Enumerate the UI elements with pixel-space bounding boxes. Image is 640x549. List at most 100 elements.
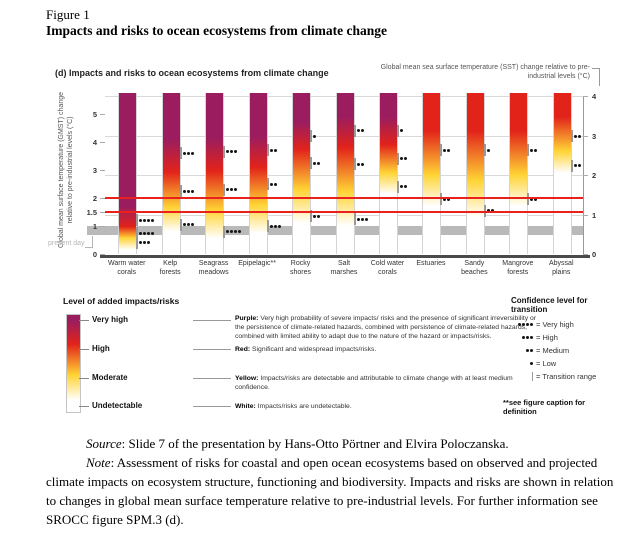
confidence-dots — [139, 218, 155, 222]
category-label: Salt marshes — [321, 260, 367, 277]
confidence-dot — [186, 189, 190, 193]
risk-level-desc-lead: Red: — [235, 346, 252, 353]
left-axis-tick-label: 1 — [92, 222, 97, 231]
confidence-dots — [182, 189, 194, 193]
confidence-dots — [356, 129, 364, 133]
confidence-dot — [190, 189, 194, 193]
right-axis-tick — [583, 214, 588, 216]
confidence-dot — [530, 362, 533, 365]
caption-source: Source: Slide 7 of the presentation by H… — [46, 434, 624, 453]
confidence-dot — [139, 218, 143, 222]
left-axis-tick-label: 5 — [92, 110, 97, 119]
category-label: Epipelagic** — [234, 260, 280, 269]
risk-bar-estuaries — [422, 93, 442, 254]
confidence-dot — [190, 151, 194, 155]
category-label: Mangrove forests — [495, 260, 541, 277]
left-axis-tick-label: 3 — [92, 166, 97, 175]
present-day-connector — [85, 235, 93, 249]
confidence-dot — [530, 148, 534, 152]
transition-range-marker — [266, 220, 269, 232]
left-axis-tick-label: 2 — [92, 194, 97, 203]
confidence-dot — [443, 148, 447, 152]
category-label-line: Epipelagic** — [238, 260, 276, 267]
confidence-dot — [360, 217, 364, 221]
figure-title: Impacts and risks to ocean ecosystems fr… — [46, 23, 387, 38]
transition-range-marker — [136, 227, 139, 239]
left-axis-tick — [100, 226, 105, 227]
confidence-dot — [139, 241, 143, 245]
risk-level-label: High — [92, 344, 110, 353]
confidence-dot — [399, 129, 403, 133]
category-label: Cold water corals — [364, 260, 410, 277]
source-label: Source — [86, 436, 122, 451]
transition-range-icon — [497, 372, 533, 381]
category-label-line: corals — [117, 268, 137, 276]
right-axis-tick — [583, 135, 588, 137]
confidence-dots — [182, 223, 194, 227]
right-axis-tick — [583, 254, 588, 255]
chart-title: (d) Impacts and risks to ocean ecosystem… — [55, 68, 329, 78]
confidence-dot — [573, 164, 577, 168]
confidence-dots — [530, 148, 538, 152]
transition-range-marker — [179, 185, 182, 197]
left-axis-tick-label: 4 — [92, 138, 97, 147]
confidence-dots — [226, 150, 238, 154]
confidence-row: = Very high — [497, 320, 640, 329]
risk-level-description: Purple: Very high probability of severe … — [235, 314, 547, 341]
confidence-dots — [399, 129, 403, 133]
transition-range-marker — [310, 157, 313, 169]
category-label-line: forests — [507, 268, 529, 276]
category-label-line: Sandy — [464, 260, 485, 267]
transition-range-marker — [266, 178, 269, 190]
confidence-dot — [443, 197, 447, 201]
confidence-dot — [313, 134, 317, 138]
risk-level-label: Very high — [92, 315, 129, 324]
right-axis-tick-label: 1 — [592, 210, 597, 220]
risk-bar-rocky-shores — [292, 93, 312, 254]
confidence-dots — [182, 151, 194, 155]
confidence-dot — [356, 162, 360, 166]
right-axis-title: Global mean sea surface temperature (SST… — [380, 64, 590, 80]
confidence-dots-icon — [497, 349, 533, 352]
confidence-dots — [356, 162, 364, 166]
risk-level-desc-lead: Yellow: — [235, 375, 261, 382]
left-axis-tick — [100, 254, 105, 255]
risk-level-desc-lead: White: — [235, 403, 258, 410]
confidence-dot — [143, 231, 147, 235]
transition-range-marker — [223, 145, 226, 158]
transition-range-marker — [440, 193, 443, 206]
confidence-dot — [486, 209, 490, 213]
confidence-dot — [486, 148, 490, 152]
confidence-dot — [360, 162, 364, 166]
confidence-dots — [226, 188, 238, 192]
confidence-dot — [147, 231, 151, 235]
confidence-dots — [313, 161, 321, 165]
risk-level-desc-text: Very high probability of severe impacts/… — [235, 315, 537, 340]
risk-gradient-swatch — [66, 314, 81, 413]
confidence-dot — [360, 129, 364, 133]
risk-level-tick — [79, 378, 89, 379]
chart-panel: (d) Impacts and risks to ocean ecosystem… — [45, 58, 605, 430]
category-label-line: shores — [290, 268, 312, 276]
confidence-dot — [269, 182, 273, 186]
transition-range-marker — [527, 144, 530, 157]
confidence-dot — [403, 185, 407, 189]
risk-bar-seagrass-meadows — [205, 93, 225, 254]
confidence-dots-icon — [497, 323, 533, 326]
category-label-line: Mangrove — [502, 260, 534, 267]
confidence-dot — [518, 323, 521, 326]
confidence-dot — [526, 323, 529, 326]
reference-line-1.5 — [105, 211, 583, 213]
right-axis-tick-label: 3 — [592, 131, 597, 141]
confidence-dots — [269, 224, 281, 228]
confidence-dots — [443, 197, 451, 201]
left-axis-tick — [100, 198, 105, 199]
right-axis-tick-label: 2 — [592, 171, 597, 180]
confidence-dot — [277, 224, 281, 228]
risk-level-tick — [79, 349, 89, 350]
risk-bar-cold-water-corals — [378, 93, 398, 254]
left-axis-tick-label: 1.5 — [86, 208, 97, 217]
category-label-line: Seagrass — [198, 260, 229, 267]
confidence-dot — [230, 230, 234, 234]
confidence-dot — [186, 151, 190, 155]
